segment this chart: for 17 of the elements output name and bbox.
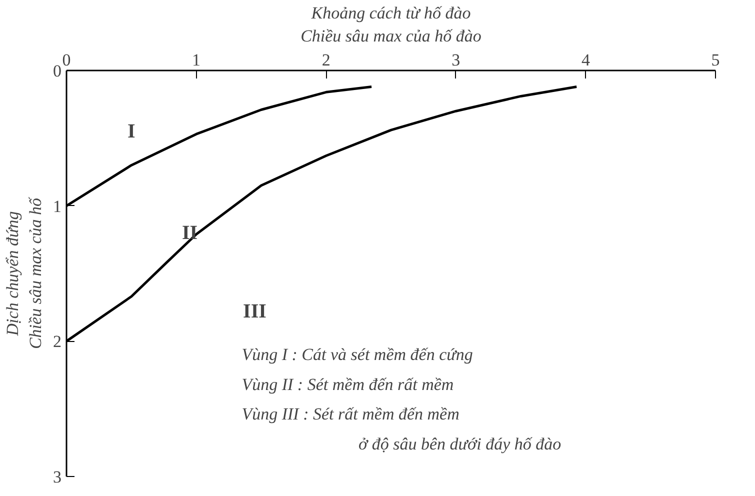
x-tick-label: 5 [711, 50, 720, 70]
annotation: I [128, 120, 136, 142]
x-axis-title: Khoảng cách từ hố đào Chiều sâu max của hố đào [300, 4, 482, 46]
y-tick-label: 2 [53, 332, 62, 352]
y-axis-title: Dịch chuyển đứng Chiều sâu max của hố [3, 196, 45, 350]
x-tick-label: 4 [581, 50, 590, 70]
x-tick-label: 2 [322, 50, 330, 70]
annotation: III [243, 300, 267, 322]
annotation: Vùng III : Sét rất mềm đến mềm [242, 404, 460, 424]
x-tick-label: 3 [452, 50, 460, 70]
annotation: Vùng I : Cát và sét mềm đến cứng [242, 345, 473, 364]
annotation: ở độ sâu bên dưới đáy hố đào [358, 434, 562, 454]
y-tick-label: 3 [53, 468, 62, 486]
x-tick-label: 1 [192, 50, 201, 70]
annotation: II [182, 222, 198, 244]
annotation: Vùng II : Sét mềm đến rất mềm [242, 374, 454, 394]
y-tick-label: 1 [53, 196, 62, 216]
